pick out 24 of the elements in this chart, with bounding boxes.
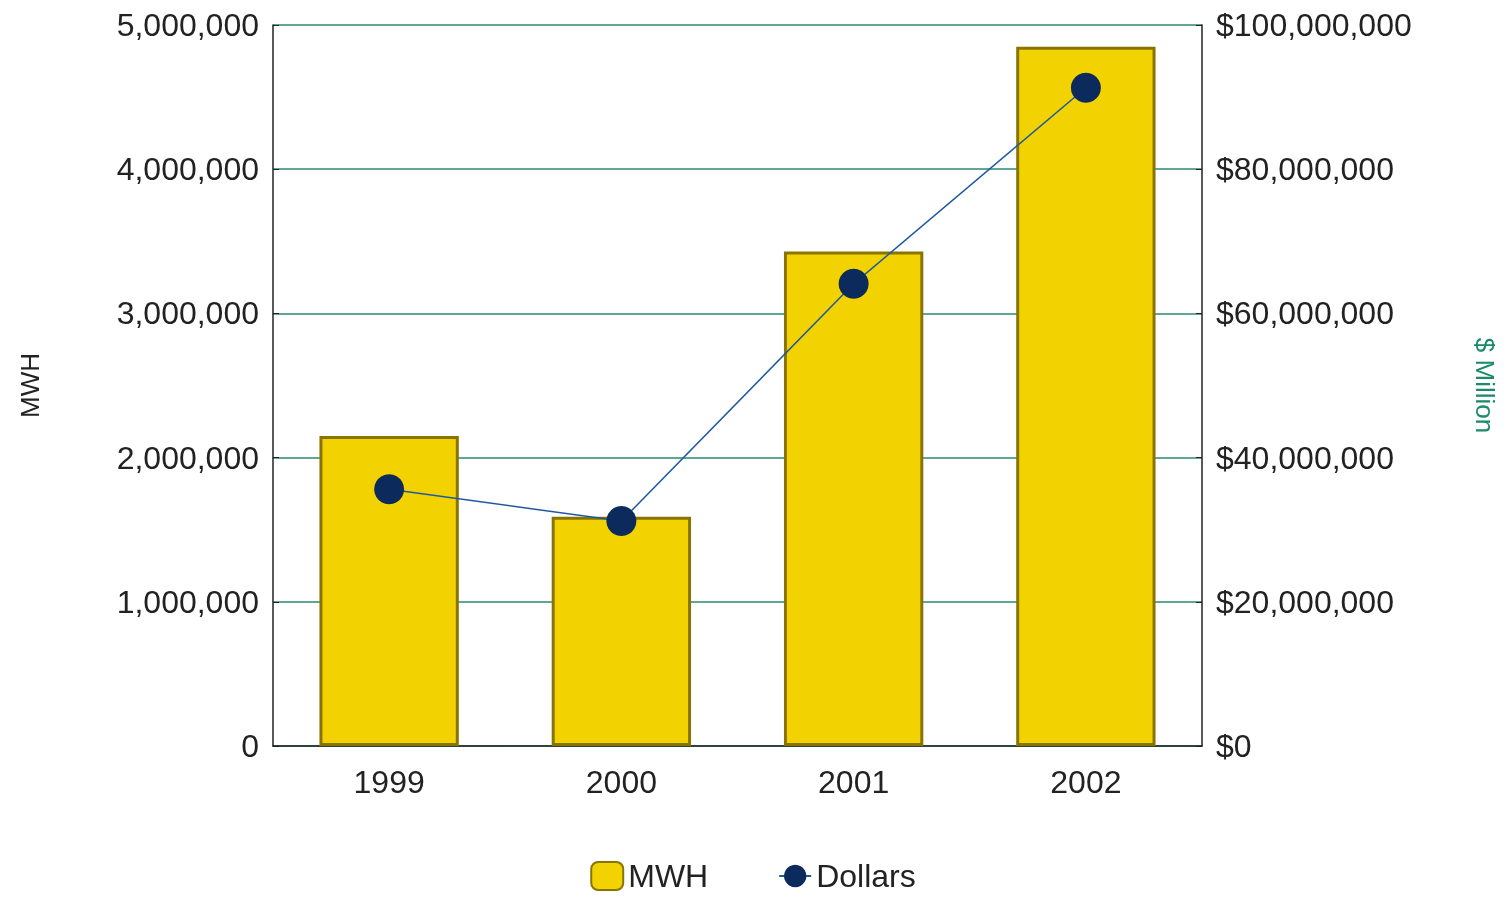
legend-label: MWH [628, 858, 709, 894]
y-tick-label: 5,000,000 [116, 7, 259, 43]
y2-tick-label: $40,000,000 [1216, 439, 1394, 476]
y-axis-title: MWH [15, 353, 45, 418]
y2-axis-title: $ Million [1470, 337, 1500, 434]
bar [551, 516, 692, 746]
y-tick-label: 0 [241, 728, 259, 764]
y2-tick-label: $0 [1216, 728, 1252, 764]
y2-tick-label: $100,000,000 [1216, 7, 1412, 43]
bar [319, 435, 459, 746]
y2-tick-label: $60,000,000 [1216, 295, 1394, 332]
bar [1016, 46, 1156, 746]
y-tick-label: 2,000,000 [116, 439, 259, 476]
y-tick-label: 4,000,000 [116, 151, 259, 188]
y2-tick-label: $20,000,000 [1216, 583, 1394, 620]
x-tick-label: 1999 [353, 764, 425, 800]
y-tick-label: 3,000,000 [116, 295, 259, 332]
x-tick-label: 2002 [1050, 764, 1122, 800]
y2-tick-label: $80,000,000 [1216, 151, 1394, 188]
x-tick-label: 2001 [818, 764, 890, 800]
legend-label: Dollars [816, 858, 916, 894]
x-tick-label: 2000 [585, 764, 657, 800]
bar [783, 251, 924, 746]
y-tick-label: 1,000,000 [116, 583, 259, 620]
